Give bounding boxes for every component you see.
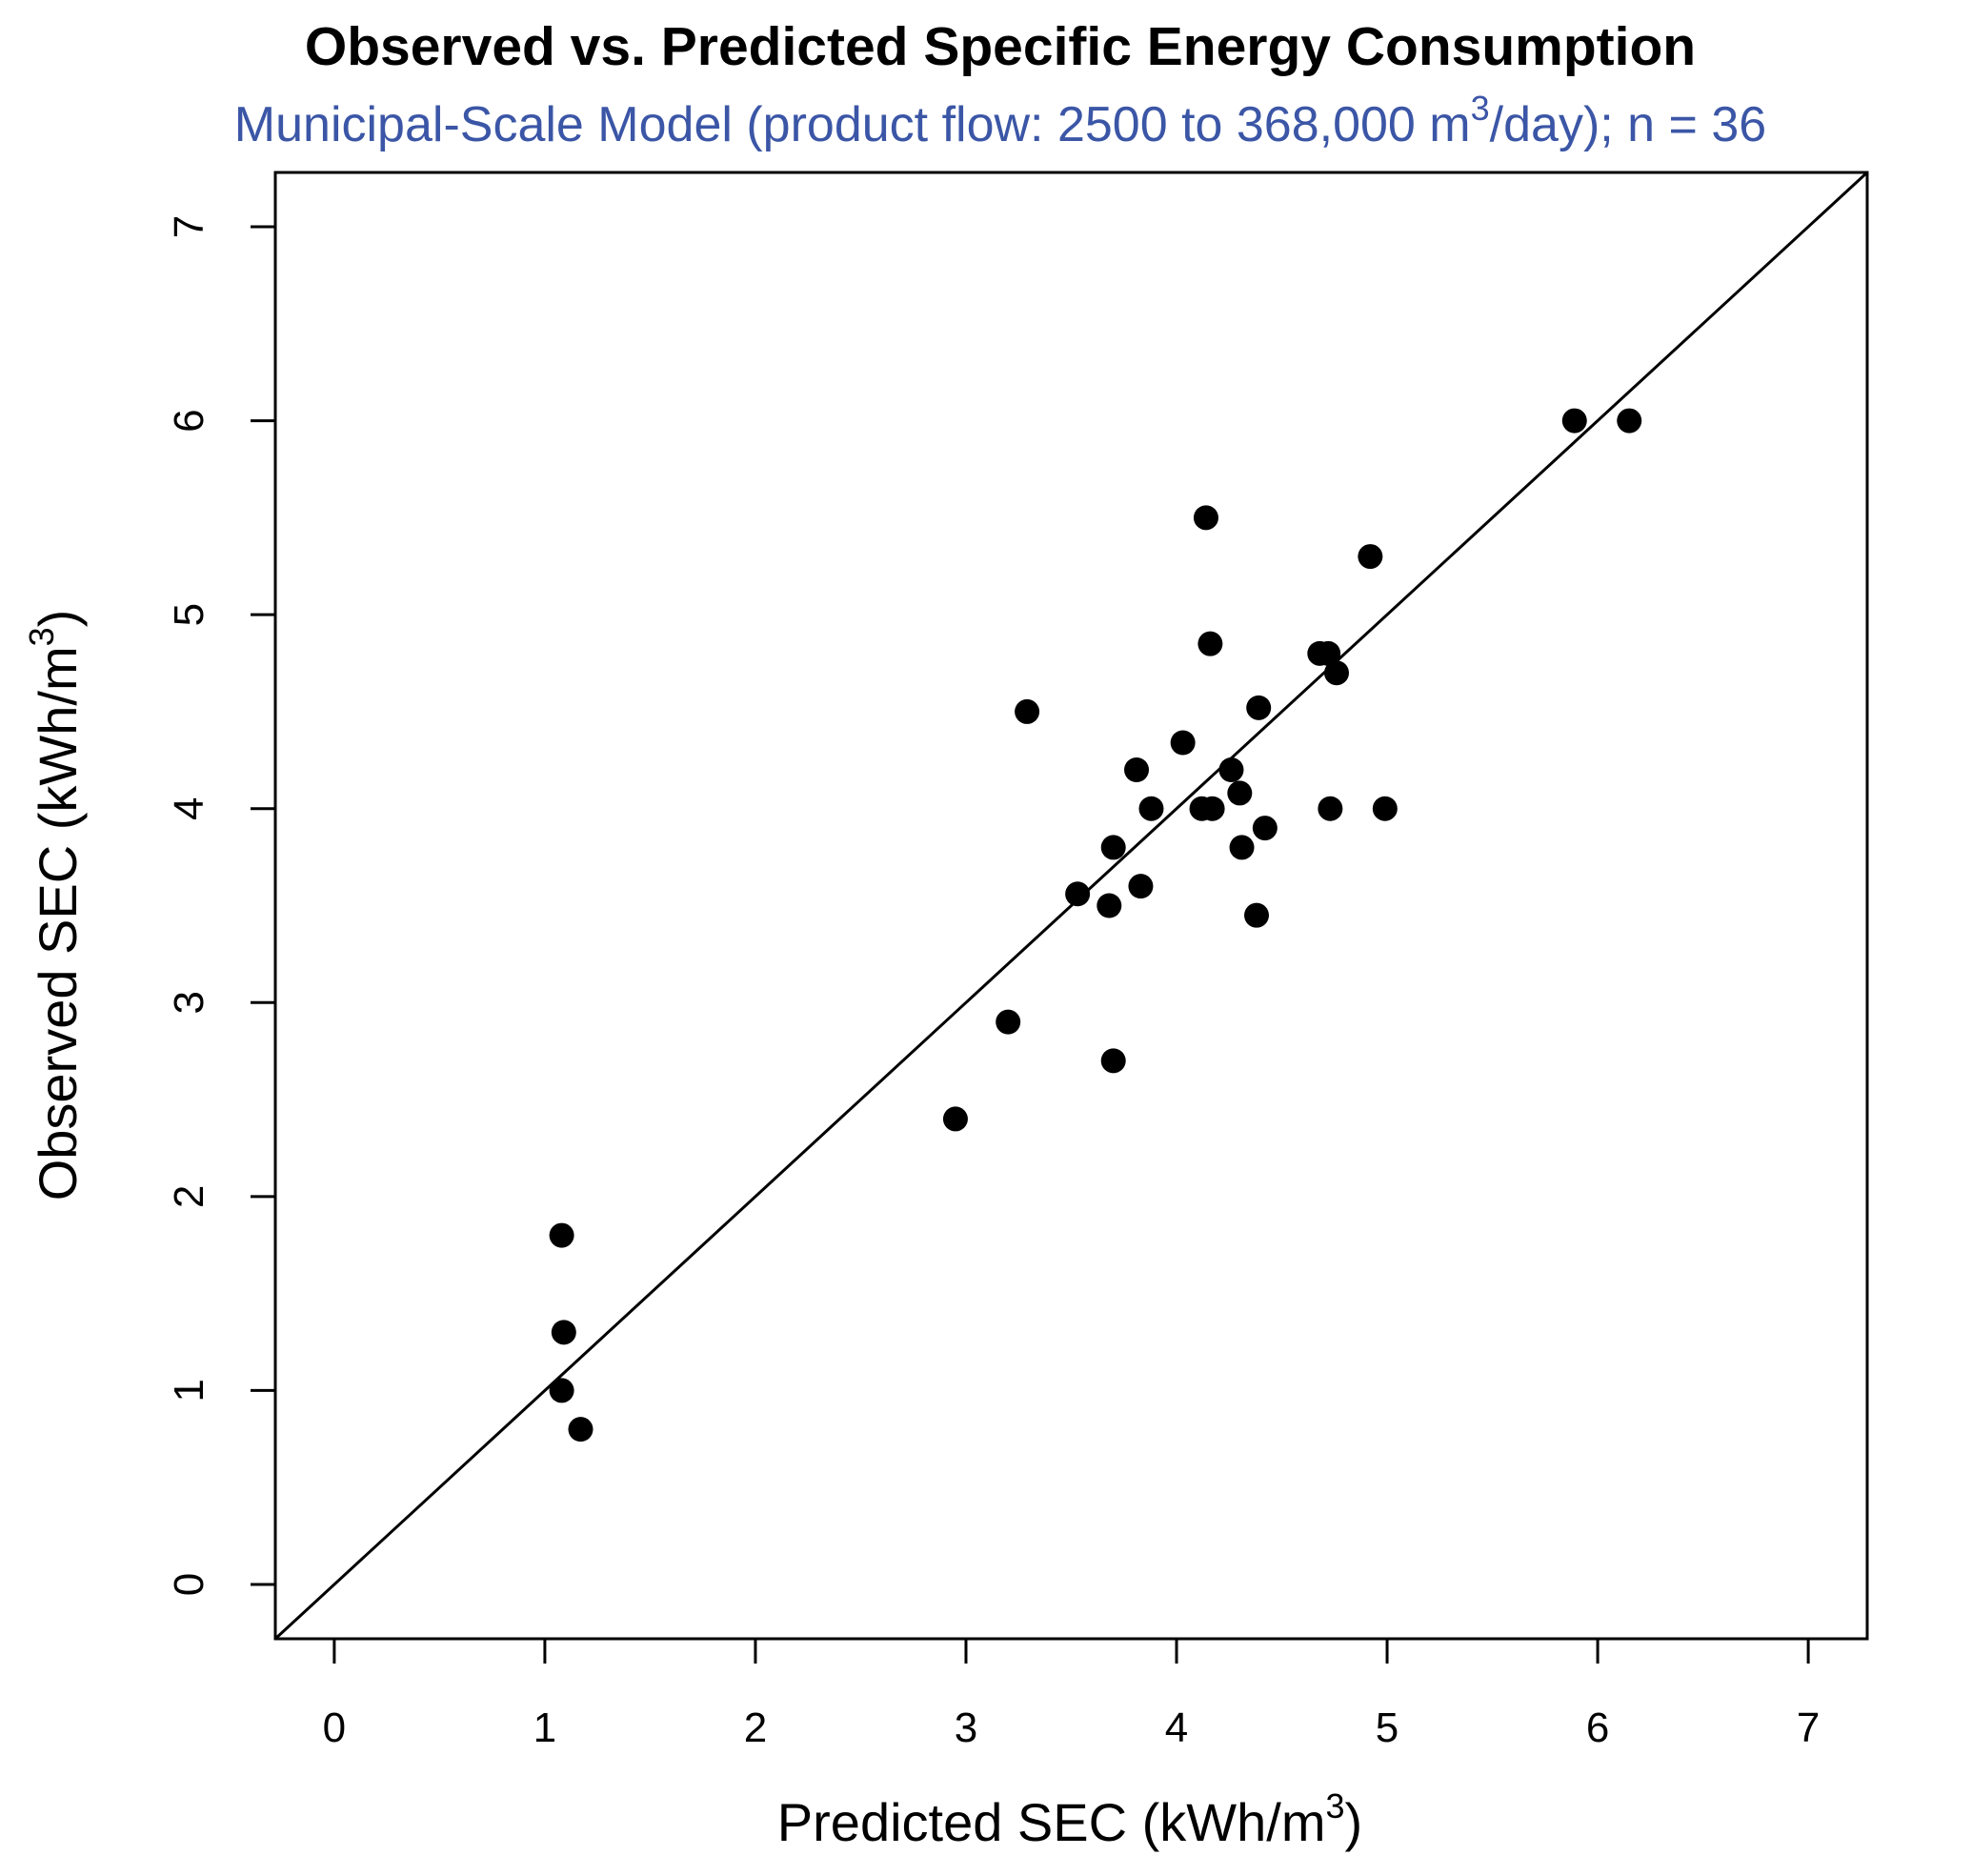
data-point [1170, 730, 1196, 756]
y-tick-label: 0 [166, 1573, 212, 1596]
y-tick-label: 1 [166, 1379, 212, 1402]
data-point [1097, 893, 1122, 918]
y-axis-label: Observed SEC (kWh/m3) [22, 610, 88, 1201]
x-tick-label: 7 [1797, 1705, 1820, 1751]
y-tick-label: 3 [166, 991, 212, 1014]
x-axis-label: Predicted SEC (kWh/m3) [777, 1786, 1362, 1852]
x-axis: 0 1 2 3 4 5 6 7 [323, 1637, 1820, 1751]
data-point [1065, 881, 1091, 907]
chart-subtitle-text-end: /day); n = 36 [1490, 97, 1767, 152]
data-point [1227, 780, 1253, 806]
data-point [1128, 874, 1154, 899]
x-tick-label: 3 [955, 1705, 977, 1751]
data-point [1316, 640, 1341, 666]
x-tick-label: 0 [323, 1705, 346, 1751]
data-point [1100, 835, 1126, 860]
data-points [549, 408, 1642, 1442]
y-tick-label: 4 [166, 797, 212, 819]
data-point [549, 1378, 574, 1403]
x-tick-label: 4 [1165, 1705, 1188, 1751]
y-tick-label: 5 [166, 603, 212, 626]
data-point [1015, 698, 1040, 724]
data-point [1197, 631, 1223, 656]
data-point [1372, 796, 1398, 821]
data-point [1617, 408, 1642, 434]
data-point [1229, 835, 1255, 860]
data-point [1138, 796, 1164, 821]
chart-subtitle: Municipal-Scale Model (product flow: 250… [234, 89, 1766, 152]
data-point [1124, 757, 1150, 782]
x-tick-label: 1 [533, 1705, 556, 1751]
data-point [1318, 796, 1343, 821]
chart-subtitle-superscript: 3 [1471, 89, 1490, 128]
x-tick-label: 5 [1376, 1705, 1399, 1751]
y-tick-label: 2 [166, 1185, 212, 1208]
data-point [568, 1417, 594, 1442]
chart-subtitle-text: Municipal-Scale Model (product flow: 250… [234, 97, 1471, 152]
x-tick-label: 6 [1586, 1705, 1609, 1751]
y-tick-label: 7 [166, 215, 212, 238]
data-point [549, 1222, 574, 1248]
reference-line [273, 171, 1869, 1641]
data-point [1246, 695, 1272, 720]
data-point [1100, 1048, 1126, 1074]
data-point [1561, 408, 1587, 434]
y-axis: 0 1 2 3 4 5 6 7 [166, 215, 277, 1596]
data-point [942, 1106, 968, 1132]
chart-title: Observed vs. Predicted Specific Energy C… [305, 16, 1696, 77]
data-point [1358, 544, 1383, 570]
data-point [1218, 757, 1244, 782]
data-point [996, 1009, 1021, 1035]
data-point [1193, 505, 1218, 531]
data-point [1244, 902, 1270, 928]
data-point [1324, 660, 1349, 686]
data-point [1199, 796, 1225, 821]
plot-area [273, 171, 1869, 1641]
data-point [1252, 816, 1278, 841]
x-tick-label: 2 [744, 1705, 767, 1751]
data-point [551, 1320, 576, 1345]
y-tick-label: 6 [166, 409, 212, 432]
